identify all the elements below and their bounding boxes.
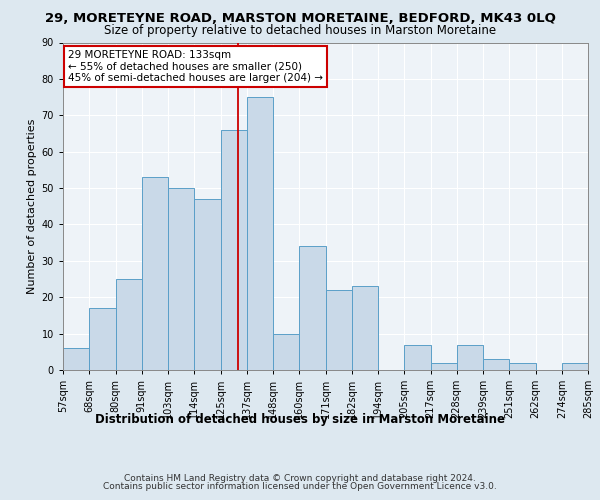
Bar	[168, 188, 194, 370]
Bar	[221, 130, 247, 370]
Bar	[562, 362, 588, 370]
Bar	[142, 177, 168, 370]
Text: 29, MORETEYNE ROAD, MARSTON MORETAINE, BEDFORD, MK43 0LQ: 29, MORETEYNE ROAD, MARSTON MORETAINE, B…	[44, 12, 556, 26]
Y-axis label: Number of detached properties: Number of detached properties	[28, 118, 37, 294]
Bar	[247, 97, 273, 370]
Bar	[352, 286, 378, 370]
Text: Contains public sector information licensed under the Open Government Licence v3: Contains public sector information licen…	[103, 482, 497, 491]
Text: Distribution of detached houses by size in Marston Moretaine: Distribution of detached houses by size …	[95, 412, 505, 426]
Bar	[63, 348, 89, 370]
Bar	[509, 362, 536, 370]
Bar	[299, 246, 325, 370]
Bar	[483, 359, 509, 370]
Text: Size of property relative to detached houses in Marston Moretaine: Size of property relative to detached ho…	[104, 24, 496, 37]
Bar	[115, 279, 142, 370]
Bar	[194, 199, 221, 370]
Text: 29 MORETEYNE ROAD: 133sqm
← 55% of detached houses are smaller (250)
45% of semi: 29 MORETEYNE ROAD: 133sqm ← 55% of detac…	[68, 50, 323, 83]
Bar	[404, 344, 431, 370]
Bar	[89, 308, 115, 370]
Bar	[325, 290, 352, 370]
Bar	[273, 334, 299, 370]
Bar	[431, 362, 457, 370]
Text: Contains HM Land Registry data © Crown copyright and database right 2024.: Contains HM Land Registry data © Crown c…	[124, 474, 476, 483]
Bar	[457, 344, 483, 370]
